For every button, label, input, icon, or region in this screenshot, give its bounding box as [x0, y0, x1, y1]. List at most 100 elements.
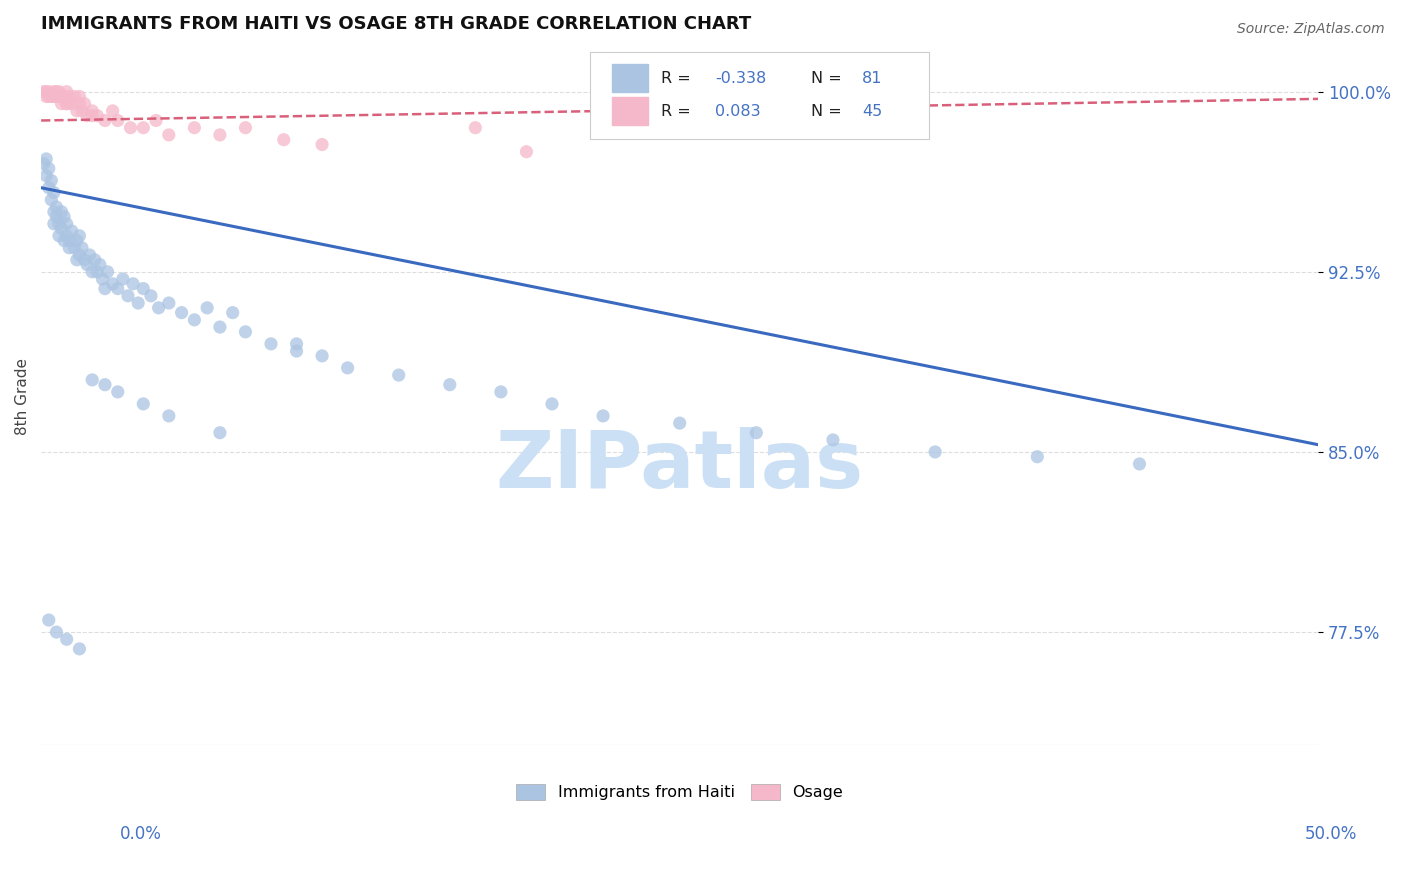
Text: R =: R = [661, 103, 696, 119]
Point [157, 128, 180, 142]
FancyBboxPatch shape [591, 52, 929, 139]
Point [58, 234, 80, 248]
Point [94, 113, 117, 128]
Point [48, 228, 70, 243]
Point [55, 228, 77, 243]
Point [148, 301, 170, 315]
Point [66, 252, 89, 267]
Point [668, 416, 690, 430]
Point [91, 272, 114, 286]
Text: 0.0%: 0.0% [120, 825, 162, 843]
Point [60, 224, 83, 238]
Point [38, 85, 60, 99]
Point [592, 409, 614, 423]
Point [53, 210, 76, 224]
Point [35, 89, 58, 103]
Point [82, 265, 104, 279]
Point [924, 445, 946, 459]
Point [127, 296, 149, 310]
Point [183, 120, 205, 135]
Point [132, 120, 155, 135]
Point [273, 133, 295, 147]
Point [38, 613, 60, 627]
Point [35, 152, 58, 166]
Point [67, 641, 90, 656]
Point [73, 252, 96, 267]
Point [235, 120, 257, 135]
Point [285, 344, 308, 359]
Point [157, 296, 180, 310]
Point [67, 248, 90, 262]
Point [41, 173, 63, 187]
Point [42, 186, 65, 200]
Point [82, 109, 104, 123]
Text: N =: N = [811, 70, 848, 86]
Point [515, 145, 537, 159]
Point [336, 360, 359, 375]
Point [48, 217, 70, 231]
Point [76, 258, 98, 272]
Text: R =: R = [661, 70, 696, 86]
Text: 50.0%: 50.0% [1305, 825, 1357, 843]
Point [67, 89, 90, 103]
Point [32, 157, 55, 171]
Point [48, 89, 70, 103]
Point [60, 96, 83, 111]
Text: Source: ZipAtlas.com: Source: ZipAtlas.com [1237, 22, 1385, 37]
Point [94, 282, 117, 296]
Text: 45: 45 [862, 103, 883, 119]
Point [55, 96, 77, 111]
Point [94, 377, 117, 392]
Point [42, 89, 65, 103]
Point [311, 349, 333, 363]
Point [67, 96, 90, 111]
Point [48, 85, 70, 99]
Point [76, 109, 98, 123]
Point [51, 96, 73, 111]
Point [42, 89, 65, 103]
Point [208, 128, 231, 142]
Point [66, 234, 89, 248]
Point [55, 632, 77, 647]
Point [96, 265, 118, 279]
Point [38, 89, 60, 103]
Point [45, 625, 67, 640]
Point [120, 120, 142, 135]
Point [132, 397, 155, 411]
Point [41, 193, 63, 207]
Point [38, 161, 60, 176]
Point [388, 368, 411, 382]
Point [221, 305, 243, 319]
Legend: Immigrants from Haiti, Osage: Immigrants from Haiti, Osage [510, 777, 849, 806]
Point [89, 258, 111, 272]
Point [235, 325, 257, 339]
Point [41, 89, 63, 103]
Point [45, 210, 67, 224]
Point [58, 89, 80, 103]
Point [821, 433, 844, 447]
Point [107, 282, 129, 296]
Text: 81: 81 [862, 70, 883, 86]
Point [55, 85, 77, 99]
Point [82, 103, 104, 118]
Point [86, 265, 108, 279]
Point [67, 228, 90, 243]
Point [51, 89, 73, 103]
Text: -0.338: -0.338 [716, 70, 766, 86]
Point [35, 169, 58, 183]
Point [63, 89, 86, 103]
Point [86, 109, 108, 123]
Text: ZIPatlas: ZIPatlas [495, 427, 863, 506]
Y-axis label: 8th Grade: 8th Grade [15, 359, 30, 435]
Point [145, 113, 167, 128]
Point [1026, 450, 1049, 464]
Point [55, 96, 77, 111]
Point [208, 425, 231, 440]
Point [82, 373, 104, 387]
Point [1128, 457, 1150, 471]
Text: 0.083: 0.083 [716, 103, 761, 119]
Point [170, 305, 193, 319]
Point [79, 248, 101, 262]
Point [70, 103, 93, 118]
Point [45, 89, 67, 103]
